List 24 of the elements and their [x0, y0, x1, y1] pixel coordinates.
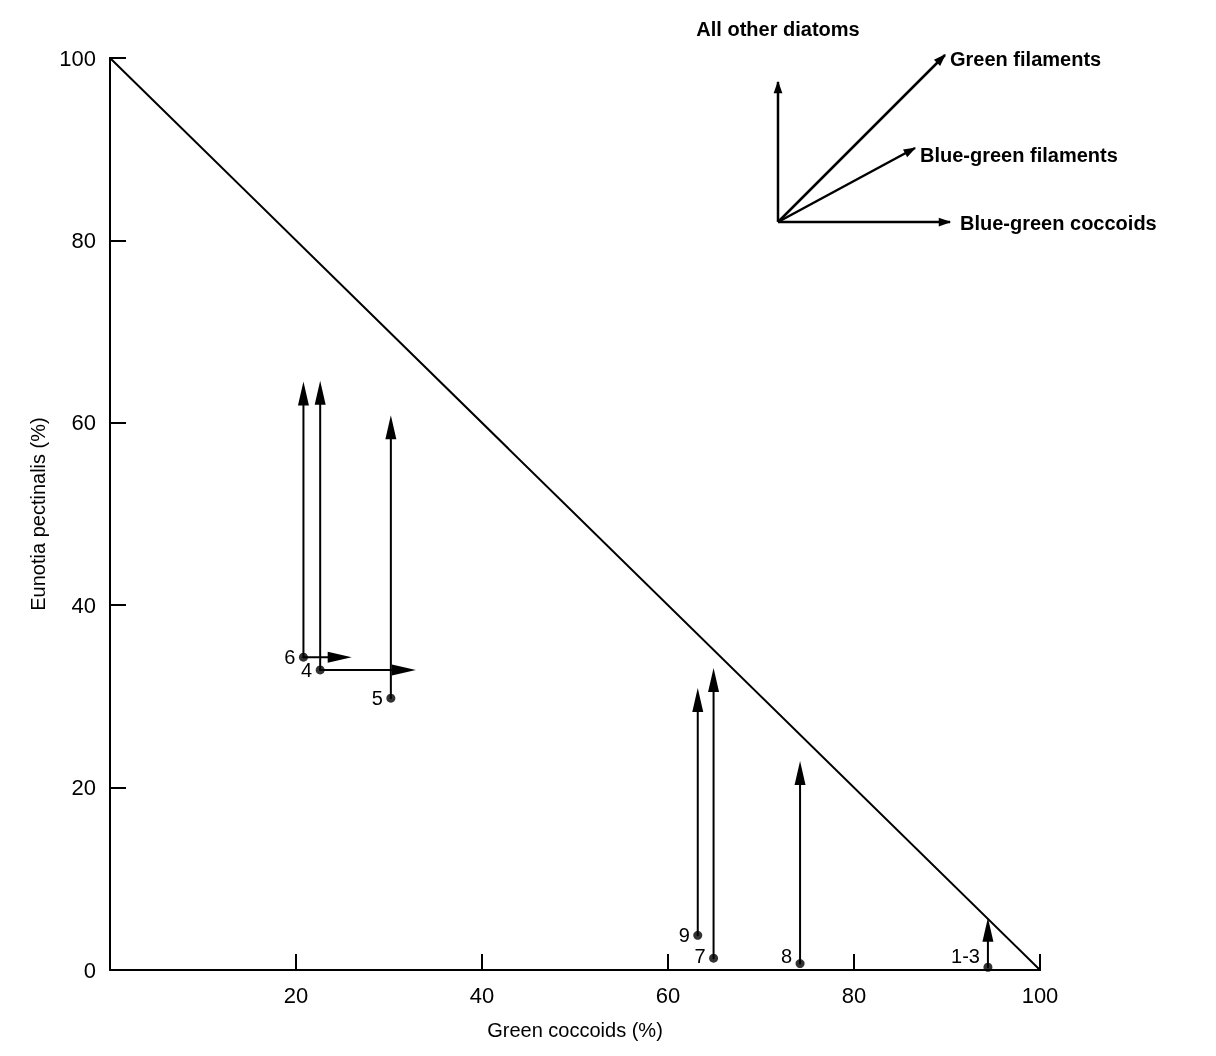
x-tick-label: 100 [1021, 982, 1059, 1008]
annotation: 8 [780, 945, 793, 967]
y-tick-label: 100 [59, 45, 96, 71]
x-tick-label: 80 [841, 982, 867, 1008]
annotation: 4 [301, 658, 313, 681]
y-tick-label: 40 [71, 592, 96, 618]
annotation: 1-3 [951, 945, 980, 967]
x-tick-label: 20 [283, 982, 309, 1008]
annotation: Blue-green coccoids [960, 212, 1157, 234]
annotation: 9 [678, 924, 690, 947]
x-tick-label: 60 [655, 982, 681, 1008]
annotation: 6 [284, 646, 296, 669]
x-tick-label: 40 [469, 982, 495, 1008]
y-tick-label: 0 [83, 957, 96, 983]
y-tick-label: 60 [71, 410, 96, 436]
y-tick-label: 20 [71, 775, 96, 801]
annotation: Green filaments [950, 48, 1102, 70]
x-axis-title: Green coccoids (%) [487, 1019, 663, 1041]
annotation: 7 [694, 945, 706, 967]
y-axis-title: Eunotia pectinalis (%) [27, 417, 50, 611]
annotation: 5 [371, 687, 383, 710]
y-tick-label: 80 [71, 227, 96, 253]
text: All other diatoms [696, 18, 860, 40]
annotation: Blue-green filaments [920, 144, 1118, 166]
